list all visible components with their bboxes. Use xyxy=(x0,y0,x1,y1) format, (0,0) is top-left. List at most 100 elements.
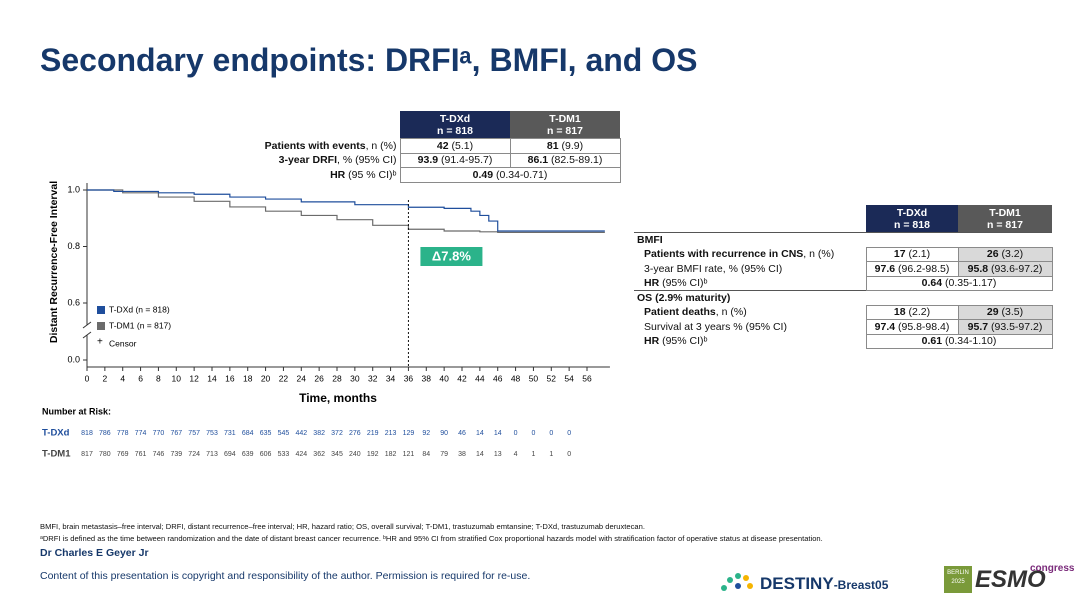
table-row: Patients with events, n (%) 42 (5.1) 81 (9… xyxy=(240,138,621,154)
table-row: HR (95% CI)ᵇ 0.64 (0.35-1.17) xyxy=(634,275,1053,291)
header-text: T-DM1 xyxy=(549,112,581,125)
x-tick-label: 38 xyxy=(422,373,432,383)
cell-text: 18 xyxy=(893,306,906,319)
x-axis-label: Time, months xyxy=(299,391,377,405)
risk-value: 46 xyxy=(458,430,466,437)
legend-label: T-DM1 (n = 817) xyxy=(109,320,171,330)
header-text: T-DXd xyxy=(896,206,928,219)
x-tick-label: 20 xyxy=(261,373,271,383)
value-cell: 0.64 (0.35-1.17) xyxy=(865,275,1053,291)
value-cell: 86.1 (82.5-89.1) xyxy=(509,152,621,168)
cell-text: (82.5-89.1) xyxy=(548,154,603,167)
trial-icon xyxy=(721,573,753,591)
risk-value: 757 xyxy=(188,430,200,437)
risk-value: 769 xyxy=(117,451,129,458)
y-tick-label: 0.6 xyxy=(67,297,80,307)
risk-value: 14 xyxy=(494,430,502,437)
value-cell: 95.8 (93.6-97.2) xyxy=(957,261,1053,277)
risk-value: 724 xyxy=(188,451,200,458)
value-cell: 0.61 (0.34-1.10) xyxy=(865,333,1053,349)
km-curve xyxy=(87,189,605,232)
cell-text: 97.4 xyxy=(874,320,896,333)
cell-text: , n (%) xyxy=(715,306,747,319)
risk-value: 713 xyxy=(206,451,218,458)
y-axis-label: Distant Recurrence-Free Interval xyxy=(48,181,60,343)
table-row: 3-year BMFI rate, % (95% CI) 97.6 (96.2-9… xyxy=(634,261,1053,277)
legend-label: T-DXd (n = 818) xyxy=(109,304,170,314)
risk-value: 240 xyxy=(349,451,361,458)
year: 2025 xyxy=(951,579,965,585)
x-tick-label: 32 xyxy=(368,373,378,383)
cell-text: 86.1 xyxy=(527,154,549,167)
cell-text: (2.1) xyxy=(905,248,931,261)
header-blank xyxy=(240,111,400,139)
row-label: Survival at 3 years % (95% CI) xyxy=(634,320,866,335)
x-tick-label: 18 xyxy=(243,373,253,383)
risk-value: 182 xyxy=(385,451,397,458)
header-text: T-DM1 xyxy=(989,206,1021,219)
risk-value: 774 xyxy=(135,430,147,437)
x-tick-label: 34 xyxy=(386,373,396,383)
copyright: Content of this presentation is copyrigh… xyxy=(40,570,531,582)
header-text: n = 818 xyxy=(437,124,473,137)
cell-text: 95.8 xyxy=(967,262,989,275)
cell-text: (95.8-98.4) xyxy=(895,320,950,333)
y-tick-label: 0.8 xyxy=(67,241,80,251)
cell-text: 0.64 xyxy=(921,277,943,290)
risk-value: 219 xyxy=(367,430,379,437)
axis-break xyxy=(82,331,92,339)
x-tick-label: 50 xyxy=(529,373,539,383)
x-tick-label: 0 xyxy=(85,373,90,383)
cell-text: (93.6-97.2) xyxy=(988,262,1043,275)
drfi-table: T-DXd n = 818 T-DM1 n = 817 Patients with ev… xyxy=(240,111,621,183)
table-row: OS (2.9% maturity) xyxy=(634,290,1052,305)
cell-text: (95% CI)ᵇ xyxy=(659,277,708,289)
header-cell: T-DXd n = 818 xyxy=(400,111,510,139)
cell-text: (3.2) xyxy=(998,248,1024,261)
cell-text: HR xyxy=(644,335,660,348)
value-cell: 97.4 (95.8-98.4) xyxy=(865,319,959,335)
x-tick-label: 4 xyxy=(120,373,125,383)
risk-value: 767 xyxy=(170,430,182,437)
value-cell: 42 (5.1) xyxy=(399,138,511,154)
annotation: Δ7.8% xyxy=(432,248,471,263)
risk-value: 780 xyxy=(99,451,111,458)
risk-value: 0 xyxy=(567,430,571,437)
x-tick-label: 44 xyxy=(475,373,485,383)
header-text: n = 817 xyxy=(547,124,583,137)
x-tick-label: 48 xyxy=(511,373,521,383)
cell-text: HR xyxy=(644,277,660,289)
risk-value: 424 xyxy=(295,451,307,458)
cell-text: , % (95% CI) xyxy=(336,154,397,167)
risk-title: Number at Risk: xyxy=(42,406,111,416)
trial: DESTINY xyxy=(760,574,834,593)
table-row: BMFI xyxy=(634,232,1052,247)
x-tick-label: 28 xyxy=(332,373,342,383)
risk-value: 79 xyxy=(440,451,448,458)
cell-text: (0.34-1.10) xyxy=(942,335,997,348)
table-row: Patient deaths, n (%) 18 (2.2) 29 (3.5) xyxy=(634,304,1053,320)
x-tick-label: 56 xyxy=(582,373,592,383)
row-label: HR (95 % CI)ᵇ xyxy=(240,168,400,183)
cell-text: Patient deaths xyxy=(644,306,716,319)
x-tick-label: 52 xyxy=(547,373,557,383)
risk-value: 684 xyxy=(242,430,254,437)
risk-value: 0 xyxy=(531,430,535,437)
risk-value: 345 xyxy=(331,451,343,458)
value-cell: 26 (3.2) xyxy=(957,246,1053,262)
header-text: n = 817 xyxy=(987,218,1023,231)
section-cell: OS (2.9% maturity) xyxy=(634,290,1052,305)
x-tick-label: 36 xyxy=(404,373,414,383)
risk-value: 13 xyxy=(494,451,502,458)
risk-value: 129 xyxy=(403,430,415,437)
bmfi-os-table: T-DXd n = 818 T-DM1 n = 817 BMFI Patients wit… xyxy=(634,205,1053,349)
risk-row-label: T-DXd xyxy=(42,428,70,439)
x-tick-label: 26 xyxy=(314,373,324,383)
trial-logo xyxy=(716,570,756,599)
axis-break xyxy=(82,321,92,329)
cell-text: (2.2) xyxy=(905,306,931,319)
annotation-box xyxy=(420,247,483,266)
value-cell: 81 (9.9) xyxy=(509,138,621,154)
value-cell: 17 (2.1) xyxy=(865,246,959,262)
risk-value: 362 xyxy=(313,451,325,458)
